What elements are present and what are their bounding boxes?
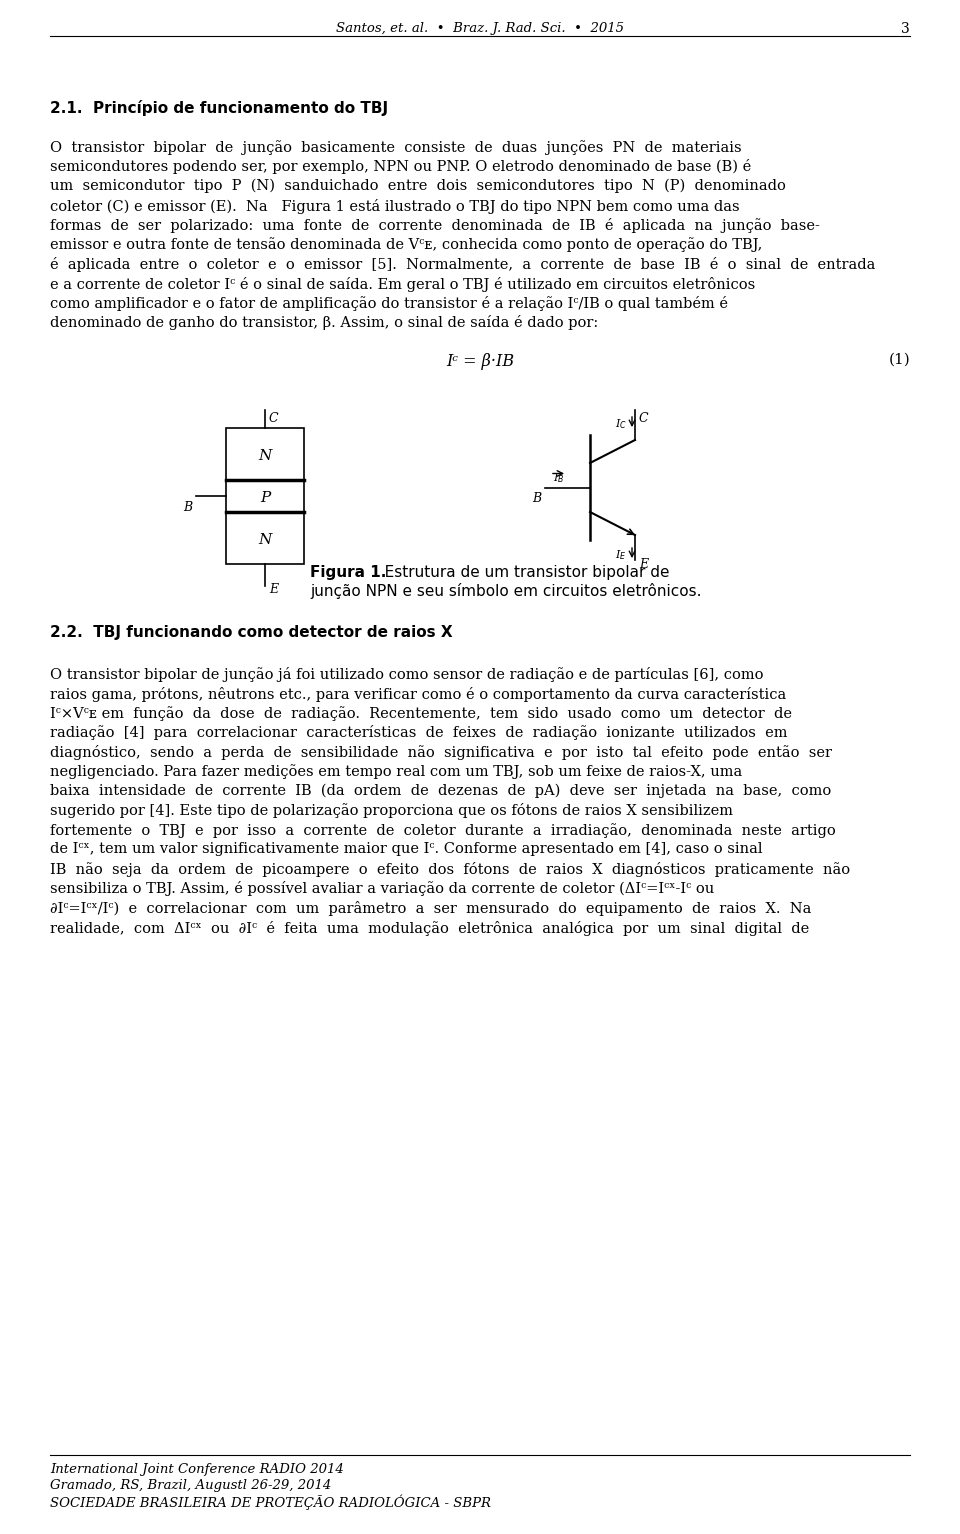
Text: E: E: [639, 558, 648, 571]
Text: Iᶜ×Vᶜᴇ em  função  da  dose  de  radiação.  Recentemente,  tem  sido  usado  com: Iᶜ×Vᶜᴇ em função da dose de radiação. Re…: [50, 706, 792, 721]
Text: junção NPN e seu símbolo em circuitos eletrônicos.: junção NPN e seu símbolo em circuitos el…: [310, 583, 702, 598]
Text: semicondutores podendo ser, por exemplo, NPN ou PNP. O eletrodo denominado de ba: semicondutores podendo ser, por exemplo,…: [50, 160, 752, 175]
Text: Gramado, RS, Brazil, Augustl 26-29, 2014: Gramado, RS, Brazil, Augustl 26-29, 2014: [50, 1479, 331, 1493]
Text: negligenciado. Para fazer medições em tempo real com um TBJ, sob um feixe de rai: negligenciado. Para fazer medições em te…: [50, 764, 742, 779]
Text: sugerido por [4]. Este tipo de polarização proporciona que os fótons de raios X : sugerido por [4]. Este tipo de polarizaç…: [50, 804, 733, 819]
Text: de Iᶜˣ, tem um valor significativamente maior que Iᶜ. Conforme apresentado em [4: de Iᶜˣ, tem um valor significativamente …: [50, 842, 762, 856]
Text: O transistor bipolar de junção já foi utilizado como sensor de radiação e de par: O transistor bipolar de junção já foi ut…: [50, 667, 763, 683]
Text: B: B: [532, 492, 541, 506]
Text: fortemente  o  TBJ  e  por  isso  a  corrente  de  coletor  durante  a  irradiaç: fortemente o TBJ e por isso a corrente d…: [50, 824, 836, 838]
Text: sensibiliza o TBJ. Assim, é possível avaliar a variação da corrente de coletor (: sensibiliza o TBJ. Assim, é possível ava…: [50, 882, 714, 896]
Text: SOCIEDADE BRASILEIRA DE PROTEÇÃO RADIOLÓGICA - SBPR: SOCIEDADE BRASILEIRA DE PROTEÇÃO RADIOLÓ…: [50, 1496, 491, 1511]
Text: International Joint Conference RADIO 2014: International Joint Conference RADIO 201…: [50, 1463, 344, 1476]
Text: diagnóstico,  sendo  a  perda  de  sensibilidade  não  significativa  e  por  is: diagnóstico, sendo a perda de sensibilid…: [50, 746, 832, 759]
Text: 2.1.  Princípio de funcionamento do TBJ: 2.1. Princípio de funcionamento do TBJ: [50, 100, 388, 117]
Text: raios gama, prótons, nêutrons etc., para verificar como é o comportamento da cur: raios gama, prótons, nêutrons etc., para…: [50, 687, 786, 701]
Text: Estrutura de um transistor bipolar de: Estrutura de um transistor bipolar de: [370, 565, 669, 580]
Text: denominado de ganho do transistor, β. Assim, o sinal de saída é dado por:: denominado de ganho do transistor, β. As…: [50, 316, 598, 330]
Bar: [226, 428, 304, 480]
Text: B: B: [182, 502, 192, 514]
Text: I$_E$: I$_E$: [615, 548, 627, 561]
Text: um  semicondutor  tipo  P  (N)  sanduichado  entre  dois  semicondutores  tipo  : um semicondutor tipo P (N) sanduichado e…: [50, 179, 786, 193]
Text: N: N: [258, 532, 272, 548]
Text: I$_B$: I$_B$: [553, 471, 564, 485]
Text: I$_C$: I$_C$: [615, 417, 627, 431]
Text: Figura 1.: Figura 1.: [310, 565, 386, 580]
Text: é  aplicada  entre  o  coletor  e  o  emissor  [5].  Normalmente,  a  corrente  : é aplicada entre o coletor e o emissor […: [50, 258, 876, 272]
Bar: [226, 512, 304, 565]
Text: Iᶜ = β·IB: Iᶜ = β·IB: [446, 353, 514, 370]
Text: Santos, et. al.  •  Braz. J. Rad. Sci.  •  2015: Santos, et. al. • Braz. J. Rad. Sci. • 2…: [336, 21, 624, 35]
Text: E: E: [269, 583, 278, 597]
Text: e a corrente de coletor Iᶜ é o sinal de saída. Em geral o TBJ é utilizado em cir: e a corrente de coletor Iᶜ é o sinal de …: [50, 276, 756, 291]
Text: 3: 3: [901, 21, 910, 35]
Text: C: C: [639, 413, 649, 425]
Text: P: P: [260, 491, 270, 505]
Text: IB  não  seja  da  ordem  de  picoampere  o  efeito  dos  fótons  de  raios  X  : IB não seja da ordem de picoampere o efe…: [50, 862, 851, 877]
Text: N: N: [258, 449, 272, 463]
Text: C: C: [269, 413, 278, 425]
Text: radiação  [4]  para  correlacionar  características  de  feixes  de  radiação  i: radiação [4] para correlacionar caracter…: [50, 726, 787, 741]
Bar: [226, 480, 304, 512]
Text: baixa  intensidade  de  corrente  IB  (da  ordem  de  dezenas  de  pA)  deve  se: baixa intensidade de corrente IB (da ord…: [50, 784, 831, 798]
Text: como amplificador e o fator de amplificação do transistor é a relação Iᶜ/IB o qu: como amplificador e o fator de amplifica…: [50, 296, 728, 311]
Text: emissor e outra fonte de tensão denominada de Vᶜᴇ, conhecida como ponto de opera: emissor e outra fonte de tensão denomina…: [50, 238, 762, 253]
Text: coletor (C) e emissor (E).  Na   Figura 1 está ilustrado o TBJ do tipo NPN bem c: coletor (C) e emissor (E). Na Figura 1 e…: [50, 198, 739, 213]
Text: 2.2.  TBJ funcionando como detector de raios X: 2.2. TBJ funcionando como detector de ra…: [50, 624, 452, 640]
Text: realidade,  com  ΔIᶜˣ  ou  ∂Iᶜ  é  feita  uma  modulação  eletrônica  analógica : realidade, com ΔIᶜˣ ou ∂Iᶜ é feita uma m…: [50, 920, 809, 936]
Text: O  transistor  bipolar  de  junção  basicamente  consiste  de  duas  junções  PN: O transistor bipolar de junção basicamen…: [50, 140, 742, 155]
Text: ∂Iᶜ=Iᶜˣ/Iᶜ)  e  correlacionar  com  um  parâmetro  a  ser  mensurado  do  equipa: ∂Iᶜ=Iᶜˣ/Iᶜ) e correlacionar com um parâm…: [50, 900, 811, 916]
Text: formas  de  ser  polarizado:  uma  fonte  de  corrente  denominada  de  IB  é  a: formas de ser polarizado: uma fonte de c…: [50, 218, 820, 233]
Text: (1): (1): [888, 353, 910, 367]
